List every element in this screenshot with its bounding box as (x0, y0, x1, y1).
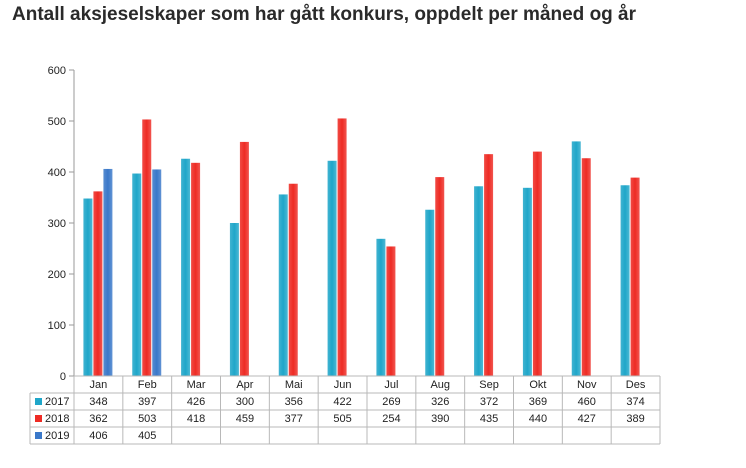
bar-2018-aug (435, 177, 445, 376)
data-label-2018: 435 (480, 413, 498, 425)
bar-2018-mar (191, 162, 201, 376)
data-label-2018: 418 (187, 413, 205, 425)
bar-2018-jun (337, 118, 347, 376)
y-tick-label: 600 (48, 65, 66, 77)
bar-2019-jan (103, 168, 113, 376)
data-label-2018: 459 (236, 413, 254, 425)
bar-2018-mai (288, 183, 298, 376)
data-label-2018: 254 (382, 413, 400, 425)
data-label-2018: 390 (431, 413, 449, 425)
bar-2017-apr (229, 223, 239, 376)
chart-title: Antall aksjeselskaper som har gått konku… (12, 4, 637, 25)
data-label-2019: 406 (89, 430, 107, 442)
y-tick-label: 200 (48, 269, 66, 281)
x-category-label: Mai (285, 379, 303, 391)
data-label-2017: 374 (626, 396, 644, 408)
bar-2017-aug (425, 209, 435, 376)
data-label-2017: 300 (236, 396, 254, 408)
data-label-2018: 377 (285, 413, 303, 425)
bar-2017-mar (181, 158, 191, 376)
bar-2017-okt (522, 187, 532, 376)
data-label-2017: 460 (578, 396, 596, 408)
data-label-2018: 505 (333, 413, 351, 425)
data-label-2017: 269 (382, 396, 400, 408)
legend-swatch-2019 (35, 432, 42, 439)
y-tick-label: 300 (48, 218, 66, 230)
bar-2018-jul (386, 246, 396, 376)
legend-label-2017: 2017 (45, 396, 69, 408)
bar-2017-feb (132, 173, 142, 376)
data-table: Jan Feb Mar Apr Mai Jun Jul Aug Sep Okt Nov Des 2017… (29, 375, 661, 445)
bar-2017-des (620, 185, 630, 376)
legend-label-2018: 2018 (45, 413, 69, 425)
data-label-2018: 427 (578, 413, 596, 425)
bar-2018-nov (581, 158, 591, 376)
data-label-2017: 356 (285, 396, 303, 408)
y-tick-label: 500 (48, 116, 66, 128)
x-category-label: Aug (430, 379, 450, 391)
x-category-label: Mar (187, 379, 206, 391)
bar-2018-apr (239, 141, 249, 376)
y-tick-label: 400 (48, 167, 66, 179)
x-category-label: Des (626, 379, 646, 391)
bar-2018-sep (484, 154, 494, 376)
bar-2017-jul (376, 238, 386, 376)
data-label-2017: 372 (480, 396, 498, 408)
legend-label-2019: 2019 (45, 430, 69, 442)
data-label-2017: 348 (89, 396, 107, 408)
bar-series-group (83, 118, 640, 376)
bar-2017-jun (327, 160, 337, 376)
data-label-2017: 422 (333, 396, 351, 408)
bar-2017-jan (83, 198, 93, 376)
y-axis: 0 100 200 300 400 500 600 (48, 65, 75, 383)
data-label-2018: 362 (89, 413, 107, 425)
data-label-2017: 326 (431, 396, 449, 408)
x-category-label: Jun (334, 379, 352, 391)
data-label-2018: 503 (138, 413, 156, 425)
legend-swatch-2017 (35, 398, 42, 405)
x-category-label: Okt (529, 379, 546, 391)
bar-2017-nov (571, 141, 581, 376)
y-tick-label: 0 (60, 371, 66, 383)
legend-swatch-2018 (35, 415, 42, 422)
bar-2018-jan (93, 191, 103, 376)
bar-2019-feb (152, 169, 162, 376)
x-category-label: Nov (577, 379, 597, 391)
data-label-2017: 369 (529, 396, 547, 408)
data-label-2018: 440 (529, 413, 547, 425)
bar-2018-des (630, 177, 640, 376)
y-tick-label: 100 (48, 320, 66, 332)
x-category-label: Feb (138, 379, 157, 391)
x-category-label: Jan (90, 379, 108, 391)
data-label-2019: 405 (138, 430, 156, 442)
data-label-2017: 426 (187, 396, 205, 408)
bar-2018-okt (532, 151, 542, 376)
bar-2017-mai (278, 194, 288, 376)
data-label-2018: 389 (626, 413, 644, 425)
data-label-2017: 397 (138, 396, 156, 408)
bar-2018-feb (142, 119, 152, 376)
x-category-label: Jul (384, 379, 398, 391)
x-category-label: Apr (236, 379, 253, 391)
bar-2017-sep (474, 186, 484, 376)
x-category-label: Sep (479, 379, 499, 391)
